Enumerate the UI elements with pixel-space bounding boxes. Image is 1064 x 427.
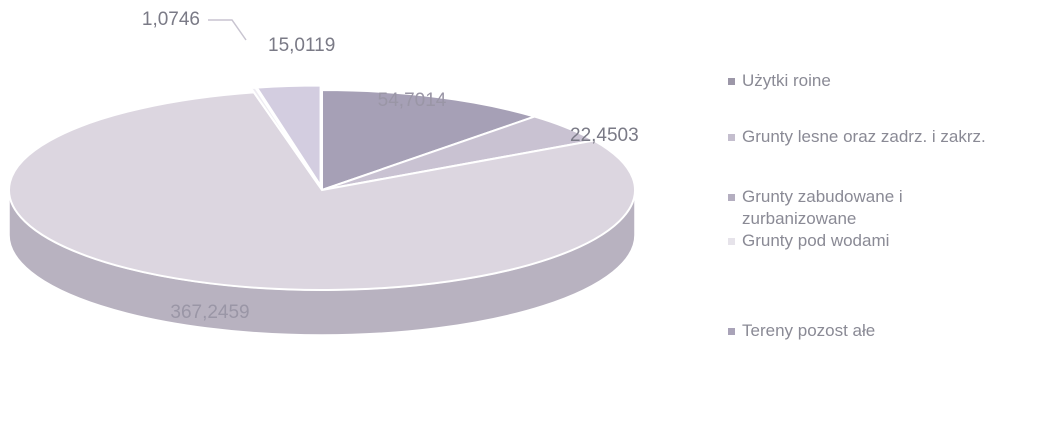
legend-swatch-2 [728,194,735,201]
pie-slice-3 [249,86,320,187]
legend-item-1: Grunty lesne oraz zadrz. i zakrz. [728,126,1064,148]
pie-slice-2 [8,91,636,291]
legend-label-2: Grunty zabudowane i zurbanizowane [742,187,903,228]
legend-swatch-3 [728,238,735,245]
data-label-1: 22,4503 [570,125,639,146]
legend-swatch-4 [728,328,735,335]
legend-swatch-0 [728,78,735,85]
pie-slice-0 [321,88,538,192]
chart-legend: Użytki roine Grunty lesne oraz zadrz. i z… [728,70,1064,427]
legend-item-2: Grunty zabudowane i zurbanizowane [728,186,972,230]
legend-label-4: Tereny pozost ałe [742,321,876,340]
legend-item-4: Tereny pozost ałe [728,320,972,342]
legend-label-0: Użytki roine [742,71,831,90]
data-label-4: 15,0119 [268,35,335,56]
legend-item-0: Użytki roine [728,70,972,92]
pie-slice-4 [255,84,322,189]
data-label-3: 1,0746 [142,9,200,30]
data-label-0: 54,7014 [378,90,447,111]
leader-line [208,19,247,41]
legend-label-1: Grunty lesne oraz zadrz. i zakrz. [742,127,986,146]
pie-plot-area: 54,7014 22,4503 367,2459 1,0746 15,0119 [8,9,639,336]
legend-item-3: Grunty pod wodami [728,230,972,252]
legend-swatch-1 [728,134,735,141]
data-label-2: 367,2459 [170,302,249,323]
legend-label-3: Grunty pod wodami [742,231,890,250]
